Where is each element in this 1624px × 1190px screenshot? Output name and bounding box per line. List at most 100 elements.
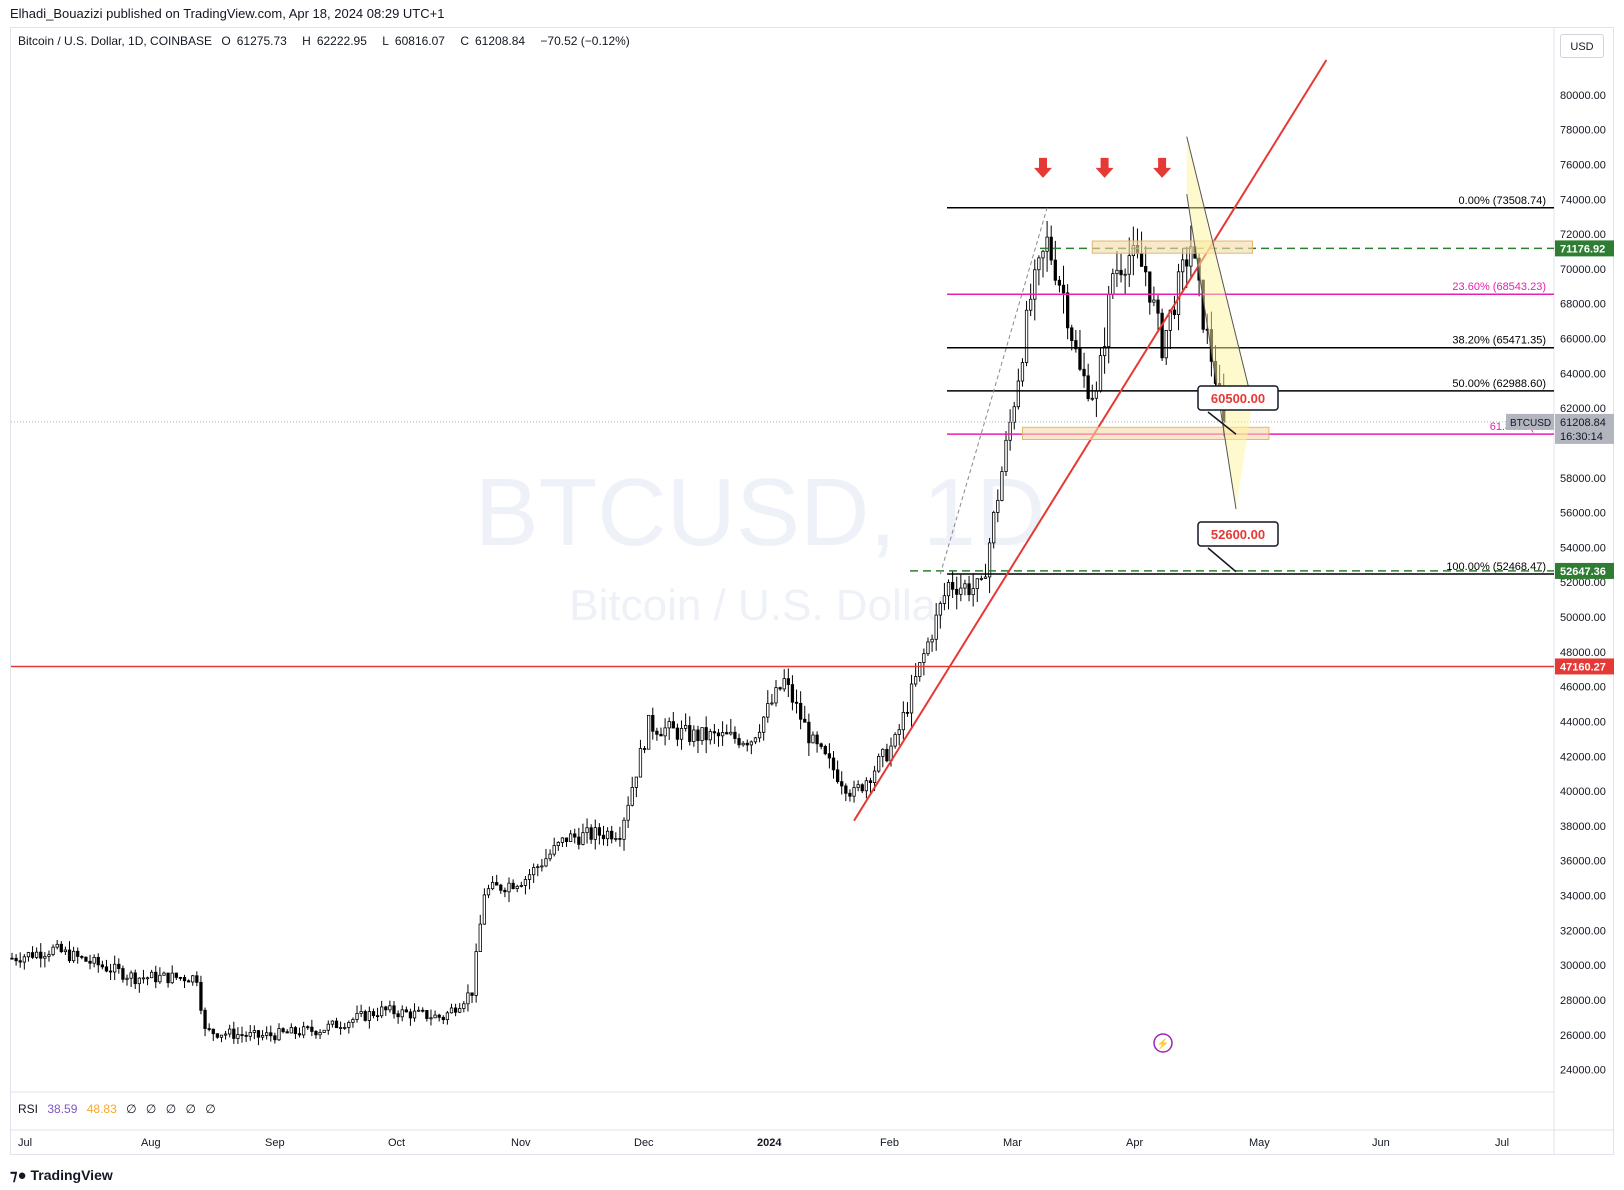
y-tick-label: 36000.00 <box>1560 856 1606 868</box>
candle-body <box>552 845 556 855</box>
candle-body <box>18 960 22 963</box>
candle-body <box>363 1011 367 1021</box>
candle-body <box>1176 271 1181 316</box>
candle-body <box>593 827 597 840</box>
candle-body <box>441 1016 445 1021</box>
candle-body <box>807 721 811 744</box>
candle-body <box>1033 269 1037 300</box>
candle-body <box>786 678 790 685</box>
candle-body <box>1185 259 1189 267</box>
candle-body <box>260 1035 265 1038</box>
candle-body <box>622 819 626 840</box>
candle-body <box>684 725 688 729</box>
chart-frame <box>10 27 1614 1155</box>
callout-box[interactable] <box>1197 385 1279 411</box>
candle-body <box>864 780 868 792</box>
candle-body <box>302 1026 306 1036</box>
candle-body <box>351 1019 355 1023</box>
candle-body <box>470 992 474 996</box>
candle-body <box>215 1033 220 1038</box>
candle-body <box>577 836 581 845</box>
candle-body <box>909 683 914 714</box>
rsi-legend[interactable]: RSI 38.59 48.83 ∅ ∅ ∅ ∅ ∅ <box>18 1102 222 1116</box>
candle-body <box>1049 236 1053 261</box>
y-tick-label: 72000.00 <box>1560 229 1606 241</box>
candle-body <box>725 732 729 735</box>
candle-body <box>515 885 519 889</box>
x-tick-label: Nov <box>511 1137 531 1149</box>
candle-body <box>63 949 68 953</box>
candle-body <box>733 731 737 739</box>
candle-body <box>642 748 647 750</box>
y-tick-label: 66000.00 <box>1560 334 1606 346</box>
y-tick-label: 46000.00 <box>1560 682 1606 694</box>
candle-body <box>848 792 852 797</box>
candle-body <box>959 587 963 595</box>
candle-body <box>938 603 942 616</box>
candle-body <box>1098 355 1103 392</box>
candle-body <box>10 957 14 960</box>
candle-body <box>963 583 967 589</box>
candle-body <box>770 702 774 705</box>
lightning-icon[interactable] <box>1153 1033 1173 1053</box>
ticker-tag <box>1506 413 1554 430</box>
candle-body <box>647 714 651 750</box>
down-arrow-icon <box>1033 157 1052 178</box>
candle-body <box>897 729 901 735</box>
candle-body <box>1045 236 1049 252</box>
candle-body <box>22 956 26 963</box>
lightning-glyph: ⚡ <box>1157 1037 1169 1050</box>
candle-body <box>306 1026 310 1029</box>
x-tick-label: Sep <box>265 1137 285 1149</box>
y-tick-label: 30000.00 <box>1560 960 1606 972</box>
candle-body <box>630 787 634 806</box>
symbol-legend[interactable]: Bitcoin / U.S. Dollar, 1D, COINBASE O 612… <box>18 34 636 48</box>
callout-label: 60500.00 <box>1211 391 1265 406</box>
candle-body <box>96 957 100 966</box>
candle-body <box>823 746 827 755</box>
candle-body <box>926 641 930 655</box>
tradingview-logo[interactable]: ⁊● TradingView <box>10 1166 113 1184</box>
price-axis-tag <box>1555 562 1614 579</box>
candle-body <box>942 595 947 604</box>
candle-body <box>688 725 692 742</box>
tradingview-icon: ⁊● <box>10 1167 27 1184</box>
candle-body <box>1156 299 1160 314</box>
candle-body <box>322 1029 326 1033</box>
candle-body <box>359 1011 363 1014</box>
candle-body <box>794 701 799 704</box>
candle-body <box>700 727 704 741</box>
fib-level-label: 0.00% (73508.74) <box>1459 195 1546 207</box>
x-tick-label: Apr <box>1126 1137 1143 1149</box>
candle-body <box>1074 340 1078 350</box>
candle-body <box>396 1013 400 1018</box>
candle-body <box>1181 259 1185 273</box>
candle-body <box>544 858 548 867</box>
x-tick-label: Aug <box>141 1137 161 1149</box>
candle-body <box>1102 346 1107 357</box>
symbol-name[interactable]: Bitcoin / U.S. Dollar, 1D, COINBASE <box>18 34 213 48</box>
candle-body <box>166 972 170 984</box>
candle-body <box>1123 273 1127 276</box>
ohlc-low: L 60816.07 <box>382 34 451 48</box>
currency-button[interactable]: USD <box>1560 34 1604 58</box>
resistance-zone <box>1091 240 1253 254</box>
high-value: 62222.95 <box>316 34 367 48</box>
candle-body <box>532 867 536 876</box>
candle-body <box>1053 259 1057 281</box>
callout-label: 52600.00 <box>1211 527 1265 542</box>
y-tick-label: 76000.00 <box>1560 159 1606 171</box>
candle-body <box>503 889 507 893</box>
rsi-empty-2: ∅ <box>145 1102 157 1116</box>
candle-body <box>757 731 762 739</box>
candle-body <box>310 1026 314 1032</box>
candle-body <box>182 977 187 982</box>
fib-level-label: 38.20% (65471.35) <box>1452 335 1546 347</box>
candle-body <box>162 972 166 976</box>
candle-body <box>914 676 918 685</box>
candle-body <box>778 687 782 690</box>
callout-box[interactable] <box>1197 521 1279 547</box>
candle-body <box>507 882 511 893</box>
candle-body <box>835 769 840 783</box>
